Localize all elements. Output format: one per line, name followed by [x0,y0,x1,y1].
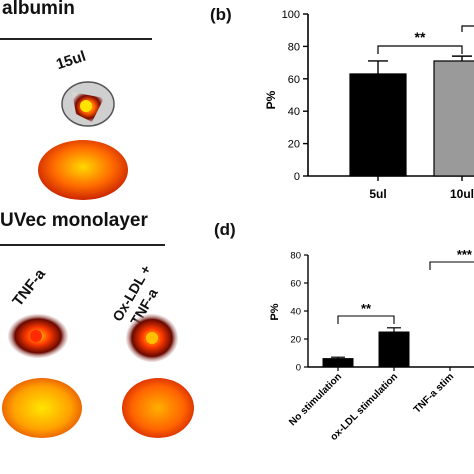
chart-d-significance-bracket [337,315,395,324]
chart-b-y-tick-label: 0 [294,171,300,183]
panel-d-letter: (d) [214,220,236,239]
chart-d-y-tick-label: 80 [290,251,301,262]
chart-b-y-tick-label: 60 [288,74,300,86]
chart-b-y-tick-label: 100 [282,9,300,21]
chart-d-significance-label-2: *** [457,247,473,262]
well-tnfa-bottom [2,378,82,438]
chart-d-bar [378,331,410,368]
chart-b-x-tick-label: 5ul [369,187,386,201]
chart-d-bar [322,358,354,368]
chart-d-x-tick-label: TNF-a stim [412,371,456,415]
well-tnfa-top [8,314,68,358]
chart-d-y-tick-label: 0 [296,363,301,374]
chart-b-significance-label: ** [415,29,426,45]
well-oxldl-tnfa-bottom [122,378,194,438]
chart-d-x-tick-label: No stimulation [287,371,344,428]
chart-b-significance-bracket-2 [461,25,474,32]
panel-c-heading: UVec monolayer [0,210,148,231]
chart-d-y-tick-label: 20 [290,335,301,346]
chart-b-ylabel: P% [264,90,278,109]
panel-a-images [38,81,128,200]
chart-d-y-tick-label: 60 [290,279,301,290]
chart-d-significance-bracket-2 [429,261,474,270]
panel-c-images [2,314,194,438]
panel-c-rule [0,244,165,246]
well-oxldl-tnfa-top [126,314,178,362]
chart-d-y-tick-label: 40 [290,307,301,318]
well-top-image [61,81,115,127]
panel-b-letter: (b) [210,5,232,24]
chart-b-significance-bracket [377,45,463,54]
panel-a-heading: albumin [2,0,75,19]
well-bottom-image [38,140,128,200]
chart-b-bar [349,73,407,177]
panel-a-rule [0,38,152,40]
chart-b-x-tick-label: 10ul [450,187,474,201]
chart-d-ylabel: P% [269,303,281,320]
chart-b-y-tick-label: 80 [288,41,300,53]
chart-b-y-tick-label: 20 [288,139,300,151]
chart-d-significance-label: ** [361,301,372,316]
chart-b-y-tick-label: 40 [288,106,300,118]
